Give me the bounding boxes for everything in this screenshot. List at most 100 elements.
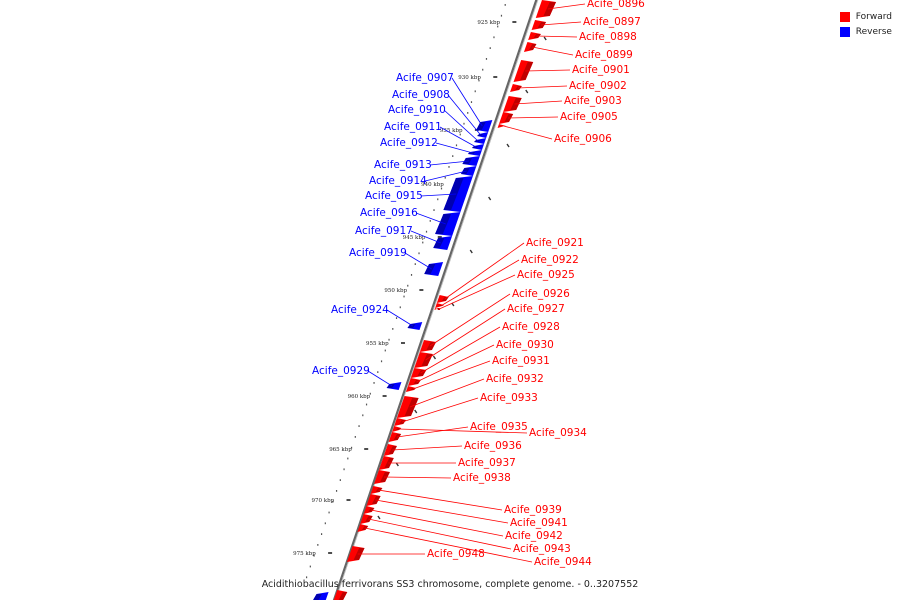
reverse-gene-acife_0911 [471,144,485,150]
gene-label-acife_0943[interactable]: Acife_0943 [513,543,571,555]
track-dot [313,554,315,557]
forward-gene-acife_0934 [392,426,402,432]
track-dot [399,306,401,309]
gene-label-acife_0897[interactable]: Acife_0897 [583,16,641,28]
tick-label: 955 kbp [366,341,389,347]
track-dot [410,274,413,276]
track-dot [384,349,386,352]
leader-acife_0896 [547,3,586,10]
tick-mark-right [395,462,399,467]
leader-acife_0914 [424,170,467,182]
track-dot [489,47,491,49]
gene-label-acife_0930[interactable]: Acife_0930 [496,339,554,351]
leader-acife_0929 [367,370,393,387]
leader-acife_0906 [503,125,553,140]
gene-label-acife_0941[interactable]: Acife_0941 [510,517,568,529]
gene-label-acife_0911[interactable]: Acife_0911 [384,121,442,133]
gene-label-acife_0896[interactable]: Acife_0896 [587,0,645,10]
tick-label: 960 kbp [348,394,371,400]
gene-label-acife_0905[interactable]: Acife_0905 [560,111,618,123]
forward-gene-acife_0925 [434,308,441,310]
gene-label-acife_0939[interactable]: Acife_0939 [504,504,562,516]
leader-acife_0921 [444,242,525,300]
tick-label: 970 kbp [312,498,335,504]
gene-label-acife_0906[interactable]: Acife_0906 [554,133,612,145]
gene-label-acife_0927[interactable]: Acife_0927 [507,303,565,315]
gene-label-acife_0936[interactable]: Acife_0936 [464,440,522,452]
gene-label-acife_0932[interactable]: Acife_0932 [486,373,544,385]
leader-acife_0908 [447,94,481,136]
track-dot [504,4,506,6]
gene-label-acife_0901[interactable]: Acife_0901 [572,64,630,76]
gene-label-acife_0919[interactable]: Acife_0919 [349,247,407,259]
gene-label-acife_0937[interactable]: Acife_0937 [458,457,516,469]
gene-label-acife_0942[interactable]: Acife_0942 [505,530,563,542]
reverse-gene-acife_0907-shade [476,122,486,130]
track-dot [380,360,383,363]
gene-label-acife_0944[interactable]: Acife_0944 [534,556,592,568]
gene-label-acife_0929[interactable]: Acife_0929 [312,365,370,377]
track-dot [470,101,473,103]
backbone-line [332,0,538,600]
gene-label-acife_0914[interactable]: Acife_0914 [369,175,427,187]
leader-acife_0910 [443,109,479,142]
gene-label-acife_0934[interactable]: Acife_0934 [529,427,587,439]
gene-label-acife_0933[interactable]: Acife_0933 [480,392,538,404]
reverse-gene-acife_0913 [462,156,480,166]
tick-mark-right [432,355,437,360]
reverse-gene-acife_0912 [467,150,482,156]
gene-label-acife_0908[interactable]: Acife_0908 [392,89,450,101]
track-dot [403,295,405,298]
gene-label-acife_0916[interactable]: Acife_0916 [360,207,418,219]
leader-acife_0926 [429,293,511,347]
gene-label-acife_0912[interactable]: Acife_0912 [380,137,438,149]
gene-label-acife_0948[interactable]: Acife_0948 [427,548,485,560]
gene-label-acife_0926[interactable]: Acife_0926 [512,288,570,300]
track-dot [388,338,390,341]
tick-mark-right [525,89,529,94]
track-dot [418,252,420,255]
forward-gene-acife_0896 [535,0,556,18]
reverse-gene-track [313,120,493,600]
track-dot [320,533,323,535]
gene-label-acife_0903[interactable]: Acife_0903 [564,95,622,107]
gene-label-acife_0899[interactable]: Acife_0899 [575,49,633,61]
leader-acife_0898 [536,35,578,38]
gene-label-acife_0917[interactable]: Acife_0917 [355,225,413,237]
leader-acife_0911 [439,126,477,148]
gene-label-acife_0938[interactable]: Acife_0938 [453,472,511,484]
reverse-gene-acife_0911-body [471,144,485,150]
gene-label-acife_0907[interactable]: Acife_0907 [396,72,454,84]
reverse-gene-acife_0924-shade [407,324,416,328]
leader-acife_0897 [540,21,582,26]
reverse-gene-acife_0919-shade [424,264,436,274]
gene-labels: Acife_0896 Acife_0897 Acife_0898 Acife_0899… [312,0,645,568]
leader-acife_0916 [415,212,446,225]
tick-label: 975 kbp [293,551,316,557]
leader-acife_0903 [514,100,563,105]
forward-gene-acife_0934-body [392,426,402,432]
track-dot [500,14,503,17]
gene-label-acife_0915[interactable]: Acife_0915 [365,190,423,202]
gene-label-acife_0913[interactable]: Acife_0913 [374,159,432,171]
track-dot [328,511,330,514]
gene-label-acife_0921[interactable]: Acife_0921 [526,237,584,249]
gene-label-acife_0925[interactable]: Acife_0925 [517,269,575,281]
gene-label-acife_0898[interactable]: Acife_0898 [579,31,637,43]
gene-label-acife_0910[interactable]: Acife_0910 [388,104,446,116]
forward-gene-acife_0906-body [497,124,506,128]
gene-label-acife_0902[interactable]: Acife_0902 [569,80,627,92]
reverse-gene-acife_0912-body [467,150,482,156]
track-dot [350,446,353,449]
gene-label-acife_0928[interactable]: Acife_0928 [502,321,560,333]
gene-label-acife_0924[interactable]: Acife_0924 [331,304,389,316]
track-dot [343,468,345,471]
track-dot [347,457,349,460]
reverse-gene-edge [313,592,329,600]
forward-gene-edge [333,590,348,600]
gene-label-acife_0931[interactable]: Acife_0931 [492,355,550,367]
gene-label-acife_0935[interactable]: Acife_0935 [470,421,528,433]
gene-label-acife_0922[interactable]: Acife_0922 [521,254,579,266]
label-leader-lines [357,3,586,563]
